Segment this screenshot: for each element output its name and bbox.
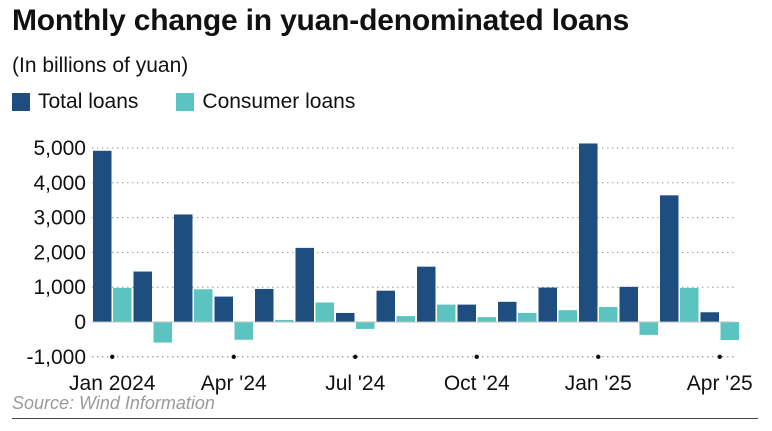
bar-total-loans [93, 150, 112, 322]
legend-label-total-loans: Total loans [38, 90, 139, 113]
bar-consumer-loans [437, 304, 456, 322]
bar-consumer-loans [720, 322, 739, 341]
bar-consumer-loans [234, 322, 253, 340]
source-note: Source: Wind Information [12, 393, 215, 413]
bar-total-loans [336, 312, 355, 322]
bottom-rule [12, 418, 758, 419]
bar-consumer-loans [518, 312, 537, 322]
y-tick-label: 4,000 [33, 172, 86, 195]
bar-total-loans [214, 296, 233, 322]
x-tick-label: Jan 2024 [69, 372, 156, 395]
bar-consumer-loans [396, 316, 415, 322]
bar-total-loans [660, 195, 679, 322]
bar-total-loans [498, 301, 517, 322]
bar-consumer-loans [113, 287, 132, 322]
x-tick-mark [596, 354, 601, 359]
y-tick-label: -1,000 [26, 346, 86, 369]
y-tick-label: 2,000 [33, 241, 86, 264]
legend-item-consumer-loans: Consumer loans [176, 90, 355, 114]
x-tick-mark [717, 354, 722, 359]
y-tick-label: 1,000 [33, 276, 86, 299]
bar-total-loans [376, 290, 395, 322]
x-tick-label: Apr '25 [687, 372, 753, 395]
x-tick-mark [474, 354, 479, 359]
bar-consumer-loans [194, 289, 213, 322]
bar-total-loans [579, 143, 598, 322]
x-tick-label: Apr '24 [201, 372, 267, 395]
bar-consumer-loans [275, 319, 294, 322]
bar-consumer-loans [680, 287, 699, 322]
bar-total-loans [133, 271, 152, 322]
bar-total-loans [457, 304, 476, 322]
bar-consumer-loans [558, 310, 577, 322]
x-tick-mark [231, 354, 236, 359]
bar-total-loans [538, 287, 557, 322]
bar-total-loans [255, 288, 274, 322]
x-tick-label: Jan '25 [565, 372, 632, 395]
chart-subtitle: (In billions of yuan) [12, 54, 189, 77]
bar-consumer-loans [315, 302, 334, 322]
bar-total-loans [619, 286, 638, 322]
x-tick-mark [353, 354, 358, 359]
bar-consumer-loans [356, 322, 375, 329]
legend-item-total-loans: Total loans [12, 90, 138, 114]
bar-total-loans [174, 214, 193, 322]
legend-swatch-consumer-loans [176, 93, 195, 111]
bar-total-loans [417, 266, 436, 322]
legend-label-consumer-loans: Consumer loans [202, 90, 356, 113]
x-tick-label: Jul '24 [325, 372, 385, 395]
legend: Total loans Consumer loans [12, 88, 393, 116]
bar-consumer-loans [153, 322, 172, 343]
y-tick-label: 3,000 [33, 207, 86, 230]
legend-swatch-total-loans [12, 93, 30, 111]
chart-title: Monthly change in yuan-denominated loans [12, 4, 630, 37]
bar-total-loans [295, 247, 314, 322]
bar-total-loans [700, 312, 719, 322]
bar-consumer-loans [639, 322, 658, 335]
bar-consumer-loans [477, 317, 496, 322]
x-tick-mark [110, 354, 115, 359]
y-tick-label: 0 [74, 311, 86, 334]
bar-consumer-loans [599, 307, 618, 322]
y-tick-label: 5,000 [33, 137, 86, 160]
x-tick-label: Oct '24 [444, 372, 510, 395]
